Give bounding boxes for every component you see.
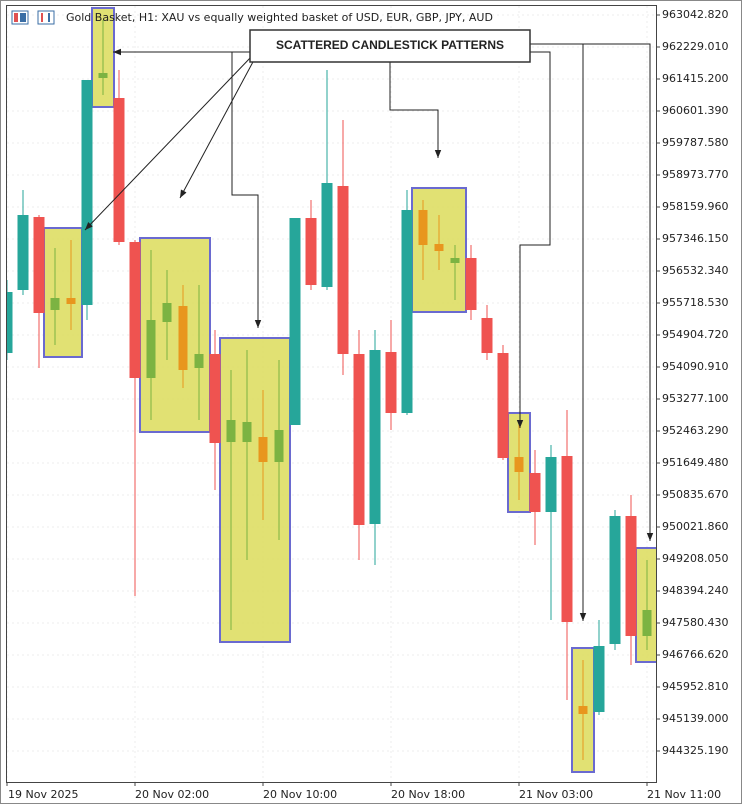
y-tick-label: 954090.910 (662, 360, 728, 373)
annotation-arrows (84, 43, 654, 621)
y-tick-label: 945139.000 (662, 712, 728, 725)
y-tick-label: 962229.010 (662, 40, 728, 53)
candle-body (81, 79, 93, 305)
annotation-box (249, 29, 531, 63)
y-tick-label: 950021.860 (662, 520, 728, 533)
y-tick-label: 961415.200 (662, 72, 728, 85)
x-tick-label: 20 Nov 18:00 (391, 788, 465, 801)
candle-body (545, 456, 557, 513)
y-tick-label: 956532.340 (662, 264, 728, 277)
y-tick-label: 955718.530 (662, 296, 728, 309)
candle-body (481, 317, 493, 354)
candle-body (33, 217, 45, 314)
y-tick-label: 959787.580 (662, 136, 728, 149)
y-tick-label: 950835.670 (662, 488, 728, 501)
candle-body (514, 456, 524, 472)
chart-title: Gold Basket, H1: XAU vs equally weighted… (66, 11, 493, 24)
candle-body (497, 353, 509, 459)
annotation: SCATTERED CANDLESTICK PATTERNS (276, 38, 504, 52)
y-tick-label: 954904.720 (662, 328, 728, 341)
candle-body (450, 258, 460, 263)
y-tick-label: 947580.430 (662, 616, 728, 629)
candle-body (353, 354, 365, 526)
candle-body (98, 72, 108, 79)
candle-body (418, 209, 428, 245)
candle-body (642, 610, 652, 637)
candle-body (258, 436, 268, 463)
plot-border (6, 5, 657, 783)
candle-body (385, 351, 397, 414)
y-tick-label: 963042.820 (662, 8, 728, 21)
candle-body (113, 97, 125, 242)
pattern-box (43, 227, 83, 358)
candle-body (162, 303, 172, 323)
candle-body (593, 645, 605, 713)
y-tick-label: 952463.290 (662, 424, 728, 437)
candle-body (625, 515, 637, 637)
y-tick-label: 958973.770 (662, 168, 728, 181)
candle-body (289, 218, 301, 425)
candle-body (274, 430, 284, 463)
y-tick-label: 948394.240 (662, 584, 728, 597)
candle-body (529, 472, 541, 513)
candle-body (561, 455, 573, 623)
y-tick-label: 946766.620 (662, 648, 728, 661)
candle-body (146, 319, 156, 378)
candle-body (129, 241, 141, 378)
candle-body (401, 209, 413, 414)
candle-body (50, 297, 60, 311)
y-tick-label: 945952.810 (662, 680, 728, 693)
y-tick-label: 944325.190 (662, 744, 728, 757)
y-tick-label: 953277.100 (662, 392, 728, 405)
header-icons (11, 10, 55, 25)
candle-body (242, 421, 252, 443)
candle-body (369, 350, 381, 525)
candle-body (209, 354, 221, 444)
y-tick-label: 958159.960 (662, 200, 728, 213)
pattern-box (219, 337, 291, 643)
candle-body (337, 186, 349, 355)
x-tick-label: 20 Nov 10:00 (263, 788, 337, 801)
x-tick-label: 21 Nov 03:00 (519, 788, 593, 801)
y-tick-label: 957346.150 (662, 232, 728, 245)
candle-body (7, 291, 13, 354)
candle-body (66, 297, 76, 304)
candle-body (321, 183, 333, 288)
x-tick-label: 21 Nov 11:00 (647, 788, 721, 801)
y-tick-label: 960601.390 (662, 104, 728, 117)
y-tick-label: 949208.050 (662, 552, 728, 565)
candle-body (305, 218, 317, 285)
x-tick-label: 19 Nov 2025 (8, 788, 78, 801)
candle-body (194, 354, 204, 368)
candle-body (434, 243, 444, 251)
x-tick-label: 20 Nov 02:00 (135, 788, 209, 801)
candle-body (226, 420, 236, 443)
y-tick-label: 951649.480 (662, 456, 728, 469)
candle-body (609, 515, 621, 645)
candle-body (578, 706, 588, 715)
candle-body (465, 258, 477, 311)
candle-body (17, 215, 29, 291)
candle-body (178, 306, 188, 371)
